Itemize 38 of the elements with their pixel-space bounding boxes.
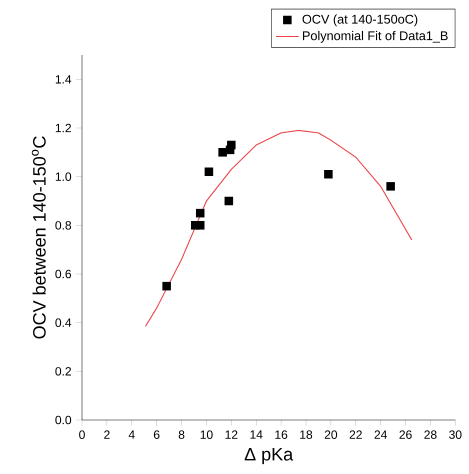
- x-tick-label: 30: [449, 430, 462, 439]
- point: [162, 282, 171, 290]
- point: [196, 208, 204, 218]
- y-tick-label: 1.2: [56, 124, 71, 132]
- y-tick-label: 0.2: [55, 367, 71, 376]
- point: [196, 221, 204, 230]
- x-tick-label: 12: [226, 430, 238, 439]
- x-axis-title: Δ pKa: [244, 448, 294, 464]
- x-tick-label: 2: [104, 430, 110, 439]
- point: [204, 168, 214, 176]
- legend-label: Polynomial Fit of Data1_B: [303, 30, 448, 43]
- x-tick-label: 16: [275, 430, 288, 439]
- x-tick-label: 26: [399, 430, 412, 439]
- point: [386, 182, 395, 191]
- point: [224, 196, 234, 206]
- y-tick-label: 0.4: [55, 318, 72, 327]
- x-tick-label: 4: [128, 430, 135, 439]
- x-tick-label: 14: [250, 430, 263, 439]
- y-tick-label: 0.8: [55, 221, 72, 230]
- x-tick-label: 10: [200, 430, 213, 439]
- y-tick-label: 0.0: [55, 416, 72, 424]
- y-tick-label: 0.6: [55, 270, 72, 278]
- x-tick-label: 22: [350, 430, 362, 439]
- legend-label: OCV (at 140-150oC): [302, 14, 418, 26]
- x-tick-label: 6: [154, 430, 160, 439]
- x-tick-label: 18: [300, 430, 312, 439]
- y-tick-label: 1.0: [56, 172, 72, 181]
- point: [227, 140, 236, 150]
- x-tick-label: 28: [424, 430, 437, 439]
- x-tick-label: 24: [374, 430, 387, 439]
- y-axis-title: OCV between 140-150$^{o}$C: [32, 136, 46, 339]
- x-tick-label: 8: [178, 430, 184, 439]
- point: [324, 170, 333, 178]
- x-tick-label: 0: [79, 430, 85, 439]
- y-tick-label: 1.4: [56, 75, 72, 84]
- point: [218, 148, 227, 157]
- line-series: [144, 130, 412, 327]
- x-tick-label: 20: [324, 430, 338, 439]
